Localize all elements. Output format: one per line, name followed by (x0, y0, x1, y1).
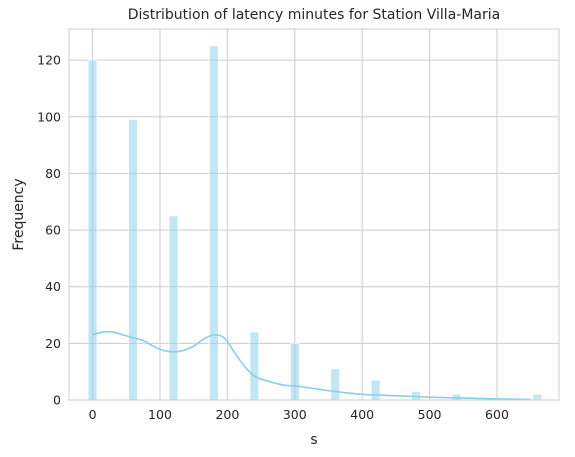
y-tick-label: 60 (45, 223, 61, 238)
histogram-bar (249, 331, 260, 401)
histogram-bars (87, 45, 543, 401)
histogram-bar (290, 343, 300, 401)
x-tick-label: 200 (215, 407, 239, 422)
plot-frame (68, 28, 560, 401)
y-tick-label: 0 (53, 393, 61, 408)
y-tick-label: 120 (37, 53, 61, 68)
x-tick-labels: 0 100 200 300 400 500 600 (89, 407, 509, 422)
histogram-bar (532, 394, 543, 401)
y-axis-label: Frequency (11, 178, 27, 250)
chart-title: Distribution of latency minutes for Stat… (128, 7, 500, 23)
histogram-bar (128, 119, 138, 401)
y-tick-labels: 0 20 40 60 80 100 120 (37, 53, 61, 408)
histogram-bar (209, 45, 219, 401)
x-gridlines (92, 29, 498, 400)
histogram-bar (87, 59, 98, 401)
x-axis-label: s (310, 432, 317, 448)
x-tick-label: 0 (89, 407, 97, 422)
x-tick-label: 600 (485, 407, 509, 422)
histogram-bar (330, 368, 340, 401)
x-tick-label: 300 (283, 407, 307, 422)
y-tick-label: 80 (45, 166, 61, 181)
x-tick-label: 500 (418, 407, 442, 422)
y-tick-label: 20 (45, 336, 61, 351)
histogram-bar (370, 379, 381, 401)
x-tick-label: 400 (350, 407, 374, 422)
y-tick-label: 40 (45, 279, 61, 294)
y-gridlines (69, 59, 559, 401)
histogram-bar (168, 215, 179, 401)
y-tick-label: 100 (37, 109, 61, 124)
x-tick-label: 100 (148, 407, 172, 422)
kde-curve (92, 330, 531, 401)
